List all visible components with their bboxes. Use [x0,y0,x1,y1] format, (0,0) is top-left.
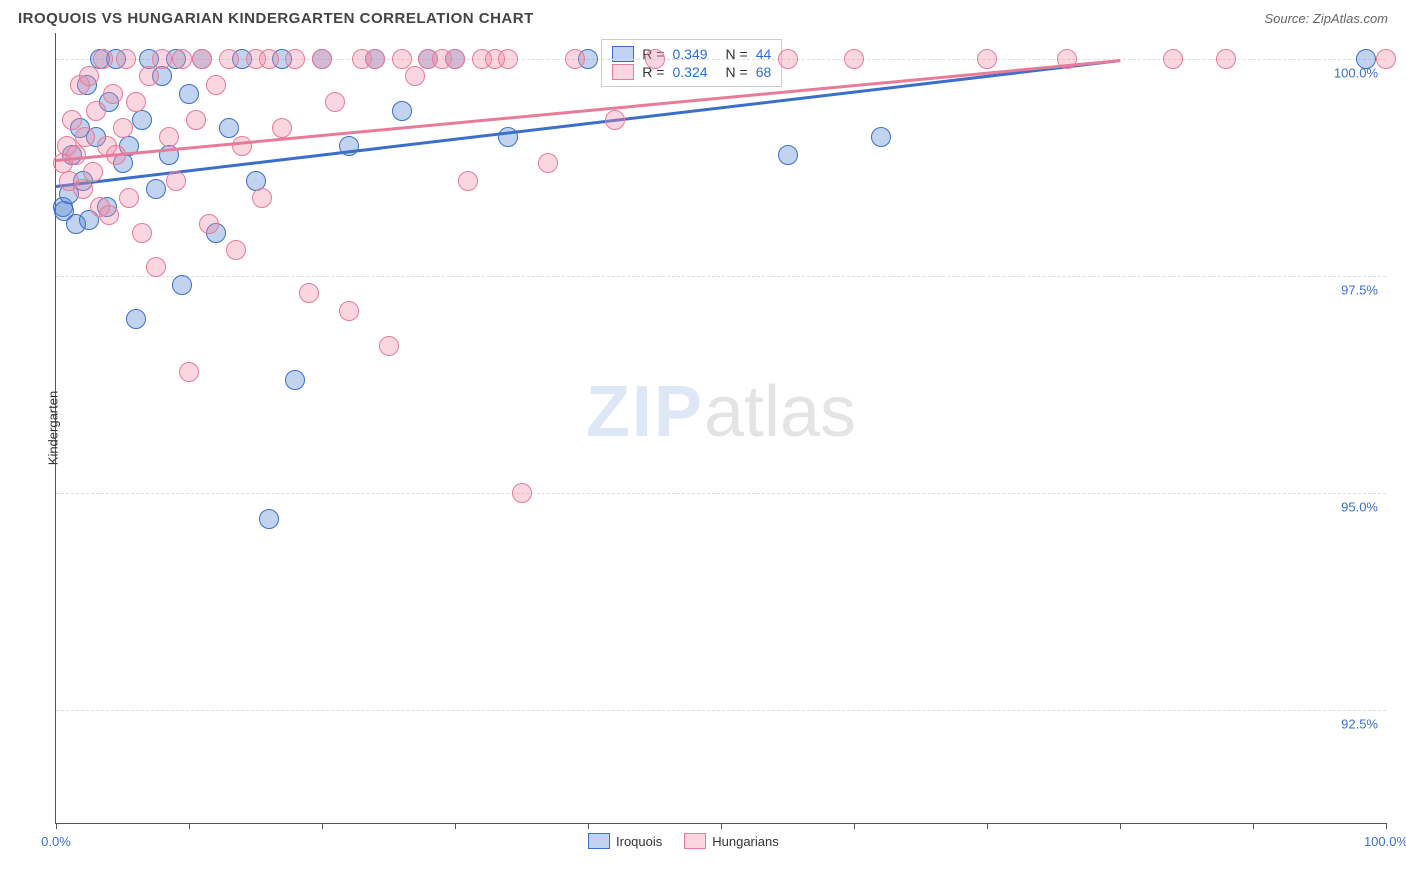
data-point-hungarians [977,49,997,69]
data-point-hungarians [146,257,166,277]
data-point-hungarians [199,214,219,234]
source-label: Source: ZipAtlas.com [1264,11,1388,26]
data-point-hungarians [192,49,212,69]
data-point-hungarians [844,49,864,69]
data-point-hungarians [172,49,192,69]
data-point-hungarians [538,153,558,173]
y-tick-label: 95.0% [1339,500,1380,515]
chart-title: IROQUOIS VS HUNGARIAN KINDERGARTEN CORRE… [18,10,534,27]
stats-box: R = 0.349 N = 44 R = 0.324 N = 68 [601,39,782,87]
data-point-hungarians [126,92,146,112]
data-point-hungarians [312,49,332,69]
data-point-hungarians [778,49,798,69]
chart-header: IROQUOIS VS HUNGARIAN KINDERGARTEN CORRE… [0,0,1406,33]
data-point-hungarians [299,283,319,303]
data-point-hungarians [179,362,199,382]
data-point-iroquois [871,127,891,147]
x-label-min: 0.0% [41,834,71,849]
chart-area: Kindergarten ZIPatlas R = 0.349 N = 44 R… [55,33,1386,824]
y-tick-label: 92.5% [1339,717,1380,732]
x-label-max: 100.0% [1364,834,1406,849]
data-point-iroquois [1356,49,1376,69]
data-point-hungarians [99,205,119,225]
legend-item-iroquois: Iroquois [588,833,662,849]
data-point-iroquois [179,84,199,104]
data-point-hungarians [132,223,152,243]
data-point-hungarians [392,49,412,69]
legend-swatch-iroquois [588,833,610,849]
x-ticks [56,823,1386,829]
data-point-hungarians [75,127,95,147]
data-point-hungarians [232,136,252,156]
data-point-hungarians [259,49,279,69]
legend-item-hungarians: Hungarians [684,833,779,849]
data-point-hungarians [116,49,136,69]
data-point-hungarians [252,188,272,208]
data-point-hungarians [83,162,103,182]
stats-row-hungarians: R = 0.324 N = 68 [612,64,771,80]
gridline [56,710,1386,711]
y-tick-label: 100.0% [1332,66,1380,81]
data-point-hungarians [186,110,206,130]
data-point-hungarians [103,84,123,104]
data-point-hungarians [66,145,86,165]
gridline [56,493,1386,494]
data-point-hungarians [272,118,292,138]
data-point-hungarians [113,118,133,138]
data-point-hungarians [458,171,478,191]
data-point-hungarians [206,75,226,95]
data-point-hungarians [62,110,82,130]
data-point-hungarians [219,49,239,69]
swatch-hungarians [612,64,634,80]
data-point-iroquois [172,275,192,295]
data-point-hungarians [325,92,345,112]
data-point-hungarians [512,483,532,503]
data-point-hungarians [73,179,93,199]
y-axis-title: Kindergarten [46,391,61,465]
data-point-iroquois [285,370,305,390]
data-point-iroquois [126,309,146,329]
data-point-hungarians [605,110,625,130]
data-point-iroquois [778,145,798,165]
data-point-hungarians [645,49,665,69]
data-point-iroquois [132,110,152,130]
data-point-hungarians [79,66,99,86]
watermark: ZIPatlas [586,371,856,453]
data-point-hungarians [1216,49,1236,69]
watermark-part2: atlas [704,372,856,452]
data-point-hungarians [405,66,425,86]
data-point-hungarians [1163,49,1183,69]
data-point-hungarians [86,101,106,121]
data-point-hungarians [93,49,113,69]
watermark-part1: ZIP [586,372,704,452]
data-point-hungarians [285,49,305,69]
data-point-iroquois [219,118,239,138]
data-point-hungarians [498,49,518,69]
data-point-hungarians [445,49,465,69]
data-point-hungarians [565,49,585,69]
data-point-iroquois [146,179,166,199]
data-point-hungarians [166,171,186,191]
legend-label-hungarians: Hungarians [712,834,779,849]
data-point-hungarians [119,188,139,208]
data-point-hungarians [339,301,359,321]
data-point-hungarians [379,336,399,356]
data-point-hungarians [139,66,159,86]
legend-swatch-hungarians [684,833,706,849]
data-point-hungarians [1376,49,1396,69]
data-point-hungarians [365,49,385,69]
legend: Iroquois Hungarians [588,833,779,849]
data-point-iroquois [259,509,279,529]
gridline [56,276,1386,277]
data-point-iroquois [392,101,412,121]
y-tick-label: 97.5% [1339,283,1380,298]
data-point-hungarians [159,127,179,147]
data-point-hungarians [226,240,246,260]
legend-label-iroquois: Iroquois [616,834,662,849]
data-point-hungarians [152,49,172,69]
